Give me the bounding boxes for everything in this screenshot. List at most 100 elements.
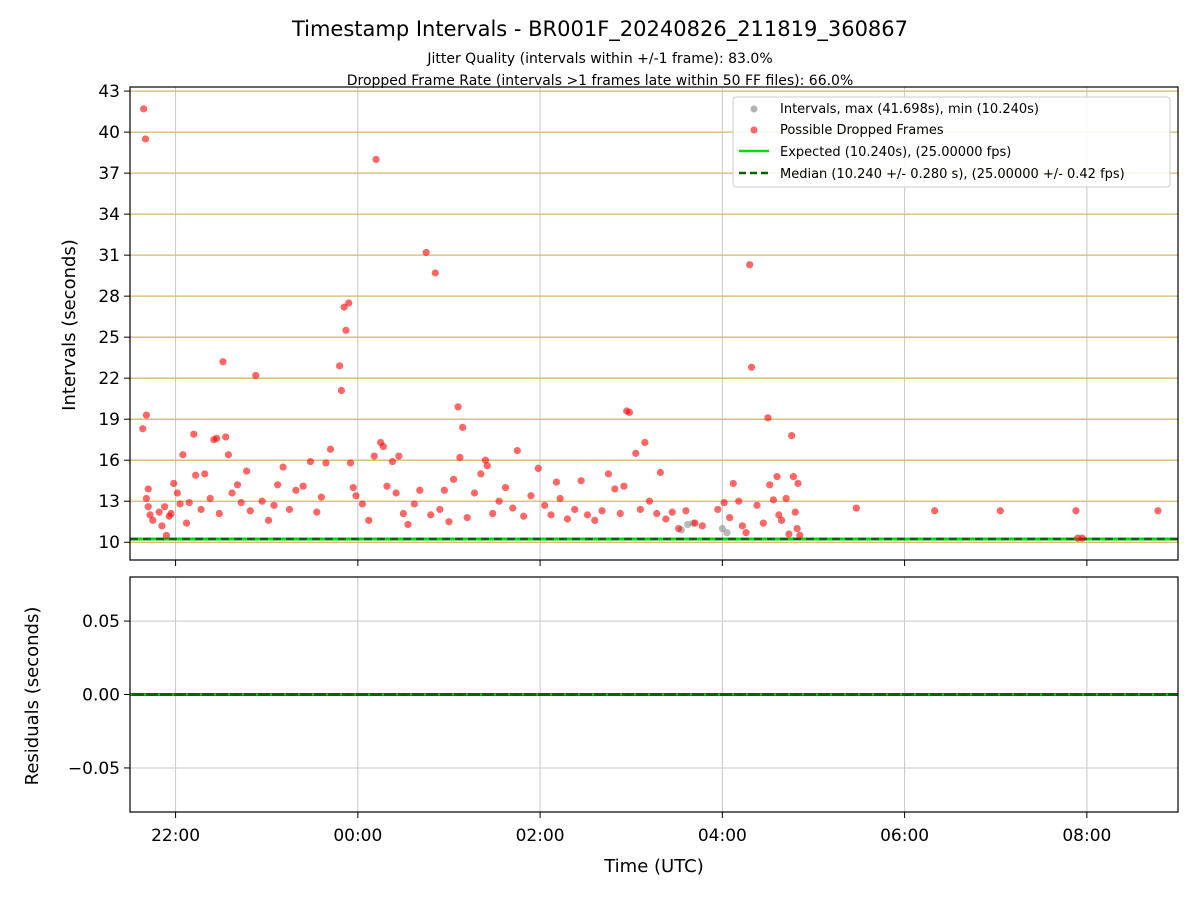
- dropped-frame-point: [279, 463, 287, 471]
- top-ytick-label: 16: [98, 451, 120, 471]
- dropped-frame-point: [753, 501, 761, 509]
- dropped-frame-point: [322, 459, 330, 467]
- dropped-frame-point: [495, 497, 503, 505]
- dropped-frame-point: [720, 498, 728, 507]
- chart-title: Timestamp Intervals - BR001F_20240826_21…: [291, 17, 908, 42]
- xtick-label: 04:00: [698, 826, 747, 846]
- xtick-label: 08:00: [1062, 826, 1111, 846]
- dropped-frame-point: [616, 509, 624, 518]
- dropped-frame-point: [270, 501, 278, 509]
- dropped-frame-point: [422, 248, 430, 257]
- dropped-frame-point: [345, 299, 353, 307]
- dropped-frame-point: [144, 485, 152, 493]
- dropped-frame-point: [577, 477, 585, 485]
- dropped-frame-point: [789, 473, 798, 481]
- interval-point: [684, 520, 692, 529]
- dropped-frame-point: [470, 489, 479, 497]
- dropped-frame-point: [173, 489, 181, 497]
- dropped-frame-point: [662, 515, 670, 523]
- dropped-frame-point: [520, 512, 528, 520]
- legend: Intervals, max (41.698s), min (10.240s) …: [732, 96, 1171, 188]
- dropped-frame-point: [252, 371, 260, 380]
- dropped-frame-point: [383, 482, 391, 490]
- dropped-frame-point: [775, 511, 783, 519]
- dropped-frame-point: [140, 105, 148, 113]
- bottom-plot: 22:00 00:00 02:00 04:00 06:00 08:00 0.05 0.00 −0…: [68, 576, 1179, 846]
- dropped-frame-point: [641, 438, 649, 447]
- dropped-frame-point: [212, 434, 221, 442]
- dropped-frame-point: [489, 509, 497, 518]
- dropped-frame-point: [583, 511, 592, 519]
- dropped-frame-point: [192, 471, 200, 479]
- dropped-frame-point: [215, 509, 223, 518]
- dropped-frame-point: [796, 531, 804, 539]
- dropped-frame-point: [611, 485, 619, 493]
- top-ytick-label: 31: [98, 246, 120, 266]
- dropped-frame-point: [285, 505, 294, 514]
- dropped-frame-point: [738, 522, 746, 530]
- top-ytick-label: 22: [98, 369, 120, 389]
- interval-point: [723, 529, 731, 537]
- dropped-frame-point: [653, 509, 661, 518]
- dropped-frame-point: [483, 462, 491, 470]
- dropped-frame-point: [197, 505, 205, 514]
- top-ytick-label: 25: [98, 328, 120, 348]
- bottom-plot-frame: [129, 576, 1179, 813]
- xlabel: Time (UTC): [603, 856, 704, 877]
- dropped-frame-point: [237, 498, 245, 507]
- dropped-frame-point: [456, 453, 464, 462]
- dropped-frame-point: [996, 507, 1004, 515]
- xtick-label: 22:00: [151, 826, 200, 846]
- dropped-frame-point: [326, 445, 335, 453]
- dropped-frame-point: [1154, 507, 1162, 515]
- dropped-frame-point: [185, 498, 193, 507]
- xtick-label: 06:00: [880, 826, 929, 846]
- dropped-frame-point: [179, 451, 187, 459]
- dropped-frame-point: [222, 433, 230, 441]
- dropped-frame-point: [556, 494, 564, 503]
- dropped-frame-point: [501, 483, 510, 492]
- dropped-frame-point: [698, 522, 706, 530]
- dropped-frame-point: [766, 481, 774, 489]
- dropped-frame-point: [337, 386, 346, 395]
- dropped-frame-point: [176, 500, 184, 508]
- legend-label-intervals: Intervals, max (41.698s), min (10.240s): [780, 102, 1039, 117]
- dropped-frame-point: [161, 503, 169, 511]
- dropped-frame-point: [604, 470, 613, 478]
- dropped-frame-point: [258, 497, 266, 505]
- top-ytick-label: 37: [98, 164, 120, 184]
- bottom-ytick-label: 0.05: [82, 612, 120, 632]
- dropped-frame-point: [370, 452, 378, 460]
- dropped-frame-point: [379, 442, 387, 451]
- dropped-frame-point: [742, 529, 750, 537]
- dropped-frame-point: [782, 494, 790, 503]
- dropped-frame-point: [645, 497, 654, 505]
- dropped-frame-point: [852, 504, 860, 512]
- dropped-frame-point: [170, 479, 178, 488]
- dropped-frame-point: [764, 414, 772, 422]
- dropped-frame-point: [534, 464, 542, 473]
- legend-marker-dropped: [750, 126, 758, 134]
- dropped-frame-point: [410, 500, 418, 508]
- dropped-frame-point: [513, 447, 521, 455]
- top-ytick-label: 40: [98, 123, 120, 143]
- dropped-frame-point: [427, 511, 435, 519]
- dropped-frame-point: [201, 470, 209, 478]
- top-ylabel: Intervals (seconds): [59, 239, 80, 411]
- dropped-frame-point: [714, 505, 722, 514]
- dropped-frame-point: [691, 519, 699, 527]
- legend-label-expected: Expected (10.240s), (25.00000 fps): [780, 145, 1011, 160]
- legend-label-median: Median (10.240 +/- 0.280 s), (25.00000 +…: [780, 167, 1125, 182]
- dropped-frame-point: [228, 489, 236, 497]
- dropped-frame-point: [372, 155, 380, 164]
- dropped-frame-point: [675, 524, 683, 533]
- dropped-frame-point: [1072, 507, 1080, 515]
- top-ytick-label: 10: [98, 533, 120, 553]
- dropped-frame-point: [571, 505, 579, 514]
- dropped-frame-point: [794, 479, 802, 488]
- dropped-frame-point: [224, 451, 233, 459]
- dropped-frame-point: [769, 496, 777, 504]
- top-ytick-label: 28: [98, 287, 120, 307]
